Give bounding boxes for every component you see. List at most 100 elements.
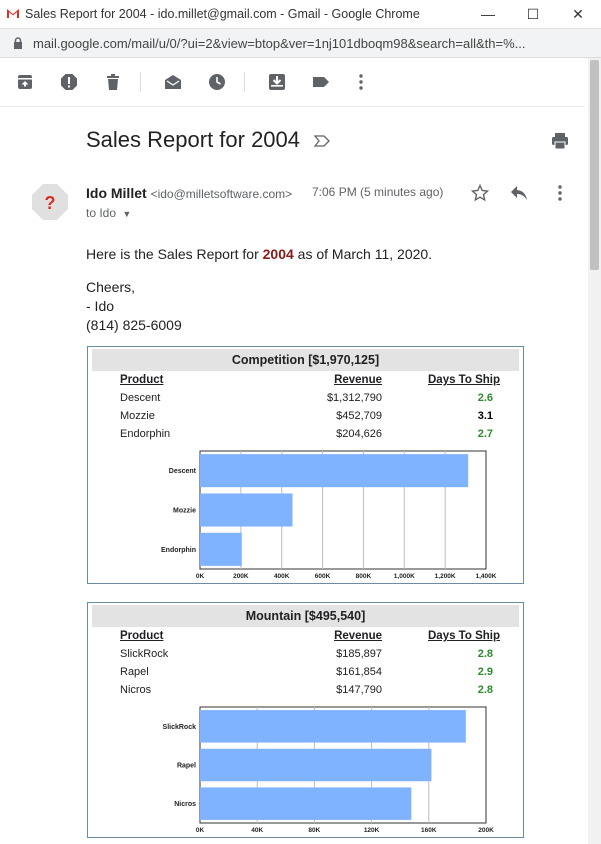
important-marker-icon[interactable] [313, 135, 331, 147]
revenue-cell: $1,312,790 [326, 392, 382, 404]
cheers-line: Cheers, [86, 279, 136, 295]
report-year: 2004 [262, 246, 294, 262]
report-title: Competition [$1,970,125] [92, 349, 519, 371]
address-bar[interactable]: mail.google.com/mail/u/0/?ui=2&view=btop… [0, 29, 601, 58]
recipient-line[interactable]: to Ido ▼ [86, 206, 131, 220]
report-title: Mountain [$495,540] [92, 605, 519, 627]
category-label: Descent [169, 468, 197, 475]
close-window-button[interactable]: ✕ [572, 6, 584, 22]
print-icon[interactable] [551, 132, 569, 150]
product-header: Product [120, 630, 164, 642]
avatar: ? [32, 184, 68, 220]
more-icon[interactable] [352, 73, 370, 91]
report-spam-icon[interactable] [60, 73, 78, 91]
sender-email: <ido@milletsoftware.com> [150, 187, 293, 201]
days-cell: 2.9 [477, 666, 493, 678]
scrollbar-thumb[interactable] [590, 60, 599, 270]
message-time: 7:06 PM (5 minutes ago) [312, 185, 444, 199]
subject-text: Sales Report for 2004 [86, 127, 301, 152]
x-tick-label: 0K [196, 827, 205, 834]
message-body: Here is the Sales Report for 2004 as of … [86, 245, 432, 335]
archive-icon[interactable] [16, 73, 34, 91]
x-tick-label: 0K [196, 573, 205, 580]
avatar-glyph: ? [45, 193, 56, 213]
product-cell: Endorphin [120, 428, 171, 440]
delete-icon[interactable] [104, 73, 122, 91]
revenue-bar-chart: 0K 40K 80K 120K 160K 200K SlickRock Rapel Nicros [163, 706, 494, 834]
days-cell: 2.7 [477, 428, 493, 440]
intro-suffix: as of March 11, 2020. [293, 246, 433, 262]
report-card: Mountain [$495,540] Product Revenue Days… [87, 602, 524, 838]
category-label: Nicros [174, 801, 196, 808]
toolbar-divider [140, 72, 141, 92]
x-tick-label: 80K [308, 827, 320, 834]
bar [200, 454, 469, 488]
x-tick-label: 1,200K [435, 573, 456, 580]
move-to-inbox-icon[interactable] [268, 73, 286, 91]
lock-icon [14, 37, 22, 49]
message-more-icon[interactable] [551, 184, 569, 202]
days-cell: 2.8 [477, 648, 493, 660]
x-tick-label: 200K [478, 827, 494, 834]
revenue-cell: $185,897 [336, 648, 382, 660]
days-cell: 2.6 [477, 392, 493, 404]
x-tick-label: 40K [251, 827, 263, 834]
category-label: Rapel [177, 763, 196, 770]
days-header: Days To Ship [428, 374, 500, 386]
bar [200, 748, 432, 782]
product-header: Product [120, 374, 164, 386]
product-cell: Descent [120, 392, 161, 404]
bar [200, 493, 293, 527]
x-tick-label: 800K [356, 573, 372, 580]
signoff-line: - Ido [86, 298, 115, 314]
recipient-text: to Ido [86, 206, 117, 220]
snooze-icon[interactable] [208, 73, 226, 91]
revenue-cell: $204,626 [336, 428, 382, 440]
revenue-cell: $147,790 [336, 684, 382, 696]
revenue-header: Revenue [334, 374, 382, 386]
x-tick-label: 120K [364, 827, 380, 834]
mark-unread-icon[interactable] [164, 73, 182, 91]
toolbar-divider [244, 72, 245, 92]
x-tick-label: 600K [315, 573, 331, 580]
category-label: Mozzie [173, 508, 196, 515]
days-cell: 3.1 [477, 410, 493, 422]
window-titlebar: Sales Report for 2004 - ido.millet@gmail… [0, 0, 601, 29]
product-cell: SlickRock [120, 648, 169, 660]
message-toolbar [0, 58, 585, 107]
gmail-logo-icon [7, 9, 19, 18]
x-tick-label: 1,000K [394, 573, 415, 580]
report-card: Competition [$1,970,125] Product Revenue… [87, 346, 524, 584]
window-title: Sales Report for 2004 - ido.millet@gmail… [25, 7, 420, 21]
reply-icon[interactable] [510, 185, 528, 201]
phone-line: (814) 825-6009 [86, 317, 182, 333]
email-subject: Sales Report for 2004 [86, 127, 331, 153]
sender-name[interactable]: Ido Millet [86, 185, 147, 201]
x-tick-label: 1,400K [476, 573, 497, 580]
revenue-bar-chart: 0K 200K 400K 600K 800K 1,000K 1,200K 1,400K Desc… [161, 450, 497, 580]
bar [200, 710, 466, 743]
category-label: SlickRock [163, 724, 197, 731]
x-tick-label: 200K [233, 573, 249, 580]
intro-prefix: Here is the Sales Report for [86, 246, 263, 262]
minimize-button[interactable]: — [481, 6, 495, 22]
revenue-cell: $452,709 [336, 410, 382, 422]
chevron-down-icon[interactable]: ▼ [122, 209, 132, 219]
revenue-header: Revenue [334, 630, 382, 642]
label-icon[interactable] [312, 73, 330, 91]
intro-line: Here is the Sales Report for 2004 as of … [86, 245, 432, 264]
product-cell: Mozzie [120, 410, 155, 422]
days-header: Days To Ship [428, 630, 500, 642]
x-tick-label: 400K [274, 573, 290, 580]
star-icon[interactable] [471, 184, 489, 202]
revenue-cell: $161,854 [336, 666, 382, 678]
x-tick-label: 160K [421, 827, 437, 834]
maximize-button[interactable]: ☐ [526, 6, 540, 22]
url-text[interactable]: mail.google.com/mail/u/0/?ui=2&view=btop… [33, 36, 526, 51]
product-cell: Nicros [120, 684, 152, 696]
bar [200, 787, 412, 820]
product-cell: Rapel [120, 666, 149, 678]
sender-line: Ido Millet <ido@milletsoftware.com> [86, 185, 292, 201]
days-cell: 2.8 [477, 684, 493, 696]
bar [200, 532, 242, 566]
